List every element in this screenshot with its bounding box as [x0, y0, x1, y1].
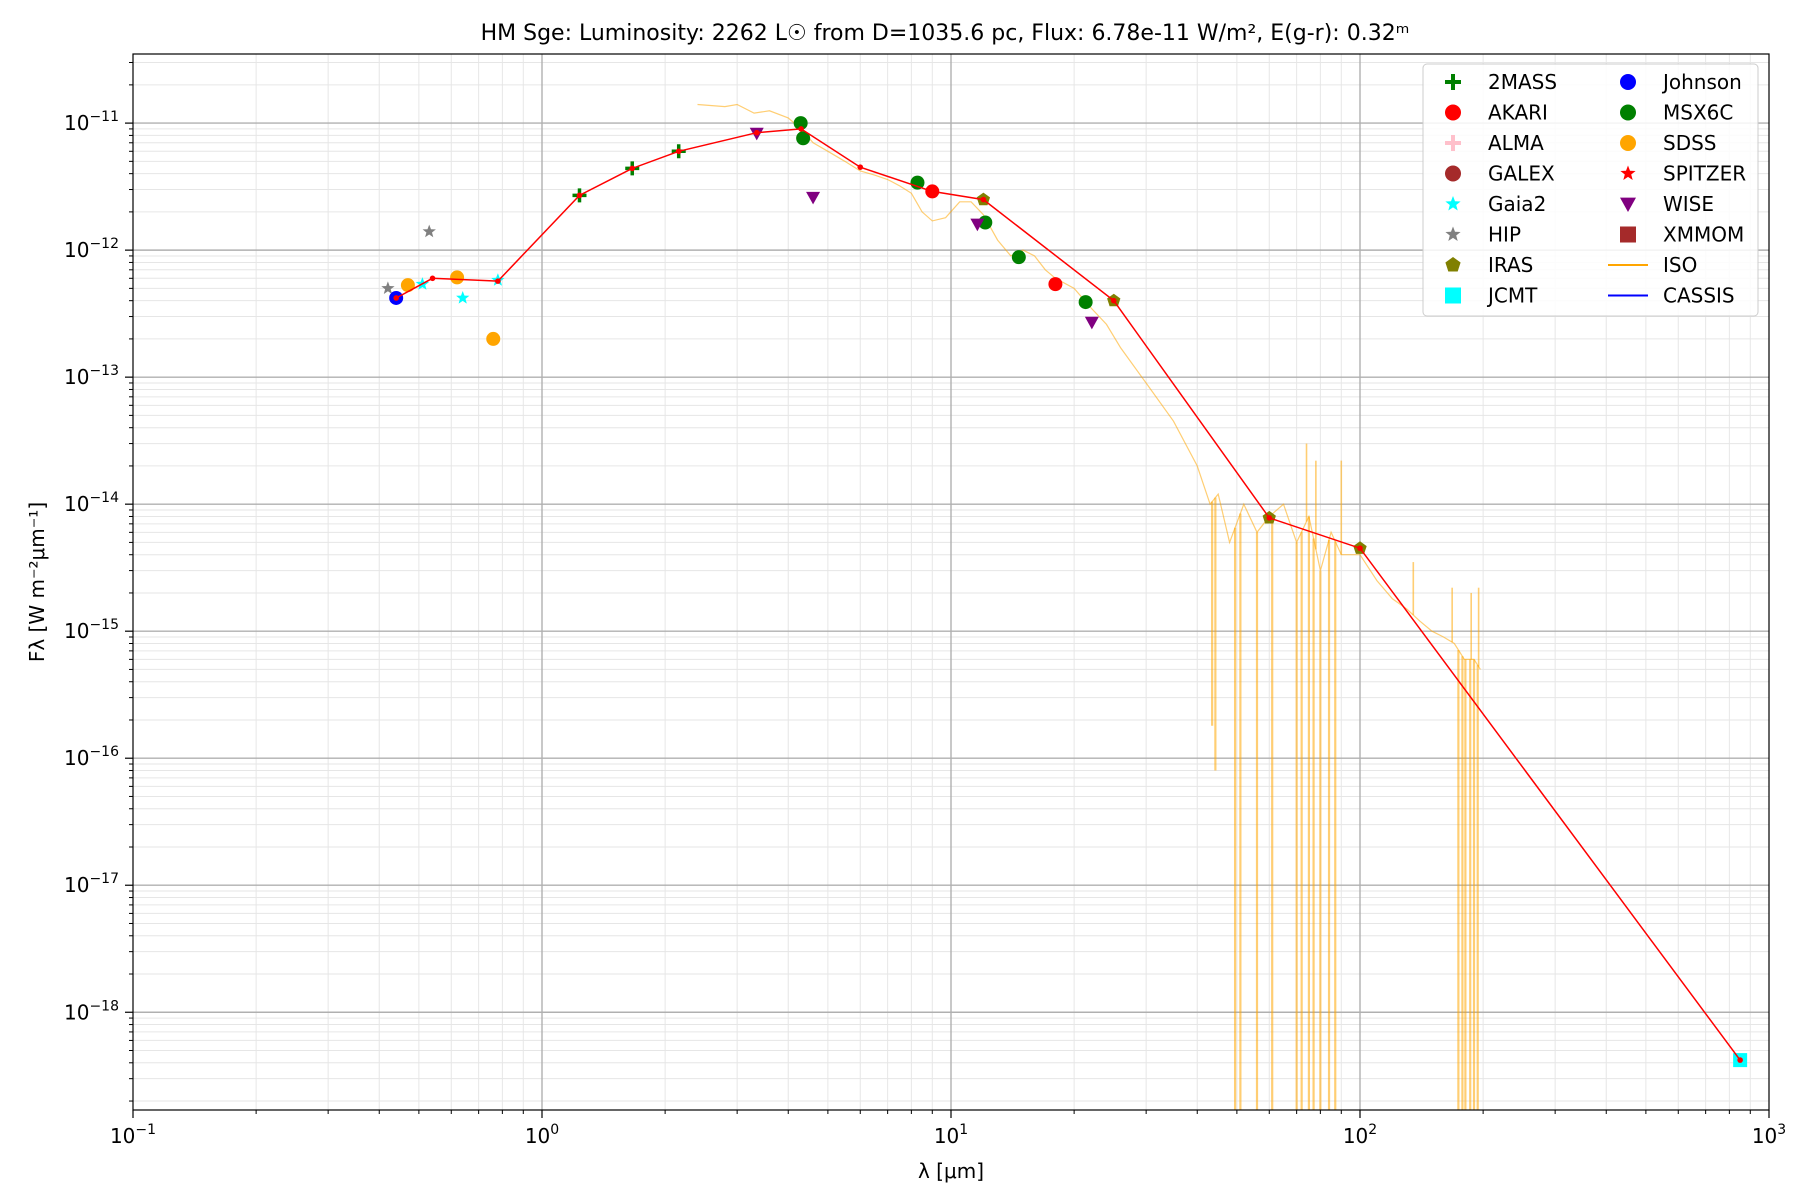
- y-tick-label: 10−15: [64, 617, 119, 643]
- legend-marker-jcmt: [1445, 287, 1461, 304]
- chart-title: HM Sge: Luminosity: 2262 L☉ from D=1035.…: [481, 21, 1410, 46]
- iso-spectrum-line: [697, 103, 1481, 670]
- legend-marker-hip: [1445, 226, 1461, 241]
- x-tick-label: 100: [525, 1122, 559, 1148]
- y-axis-label: Fλ [W m⁻²μm⁻¹]: [25, 502, 49, 662]
- legend-label: WISE: [1663, 192, 1714, 216]
- data-point-spitzer: [980, 196, 987, 203]
- data-point-msx6c: [910, 175, 925, 190]
- legend-marker-iras: [1445, 257, 1461, 272]
- legend-marker-alma: [1445, 135, 1461, 151]
- data-point-msx6c: [1011, 250, 1026, 265]
- data-point-spitzer: [798, 126, 804, 132]
- legend-label: XMMOM: [1663, 223, 1744, 247]
- legend-label: ISO: [1663, 253, 1697, 277]
- x-axis-label: λ [μm]: [918, 1159, 984, 1183]
- legend-label: 2MASS: [1488, 70, 1557, 94]
- data-point-akari: [1048, 277, 1063, 292]
- y-axis: 10−18 10−17 10−16 10−15 10−14 10−13 10−12 10−11: [64, 62, 133, 1102]
- legend-marker-msx6c: [1620, 104, 1636, 121]
- x-tick-label: 103: [1752, 1122, 1786, 1148]
- x-tick-label: 101: [934, 1122, 968, 1148]
- y-tick-label: 10−11: [64, 109, 119, 135]
- legend: 2MASS AKARI ALMA GALEX Gaia2 HIP IRAS JCMT Johns…: [1422, 63, 1759, 317]
- data-point-spitzer: [1737, 1057, 1743, 1063]
- legend-marker-akari: [1445, 104, 1461, 121]
- legend-label: ALMA: [1488, 131, 1544, 155]
- x-axis: 10−1 100 101 102 103: [110, 1110, 1786, 1148]
- legend-box: [1422, 63, 1759, 317]
- iso-spectrum: [697, 103, 1481, 1110]
- data-point-msx6c: [793, 116, 808, 131]
- legend-label: CASSIS: [1663, 284, 1735, 308]
- data-point-spitzer: [629, 165, 636, 172]
- data-point-gaia2: [456, 291, 470, 304]
- data-point-spitzer: [929, 188, 936, 195]
- data-point-hip: [381, 281, 395, 294]
- data-point-spitzer: [753, 129, 760, 136]
- legend-label: Gaia2: [1488, 192, 1546, 216]
- data-point-sdss: [450, 270, 465, 285]
- x-tick-label: 102: [1343, 1122, 1377, 1148]
- y-tick-label: 10−14: [64, 490, 119, 516]
- data-point-spitzer: [675, 148, 682, 155]
- data-point-spitzer: [1357, 545, 1363, 552]
- data-point-wise: [970, 218, 985, 232]
- data-point-msx6c: [1078, 295, 1093, 310]
- legend-marker-johnson: [1620, 74, 1636, 90]
- data-point-spitzer: [857, 164, 864, 170]
- legend-label: HIP: [1488, 223, 1521, 247]
- data-point-sdss: [486, 331, 501, 346]
- legend-marker-xmmom: [1620, 226, 1636, 243]
- data-point-sdss: [400, 278, 415, 293]
- legend-label: Johnson: [1661, 70, 1742, 94]
- data-point-hip: [422, 224, 436, 238]
- y-tick-label: 10−12: [64, 236, 119, 262]
- data-point-wise: [806, 191, 821, 205]
- legend-marker-spitzer: [1620, 165, 1636, 180]
- x-tick-label: 10−1: [110, 1122, 156, 1148]
- legend-label: MSX6C: [1663, 101, 1733, 125]
- legend-label: IRAS: [1488, 253, 1533, 277]
- data-point-spitzer: [576, 192, 583, 199]
- legend-marker-wise: [1620, 197, 1636, 212]
- sed-line: [393, 126, 1743, 1063]
- y-tick-label: 10−17: [64, 871, 119, 897]
- data-point-spitzer: [495, 278, 501, 284]
- legend-label: AKARI: [1488, 101, 1548, 125]
- y-tick-label: 10−18: [64, 998, 119, 1024]
- data-point-msx6c: [796, 131, 811, 146]
- legend-label: GALEX: [1488, 162, 1555, 186]
- y-tick-label: 10−13: [64, 363, 119, 389]
- legend-label: SDSS: [1663, 131, 1717, 155]
- legend-marker-galex: [1445, 165, 1461, 182]
- data-point-wise: [1084, 316, 1099, 330]
- data-point-spitzer: [429, 275, 436, 282]
- data-point-spitzer: [1266, 515, 1273, 521]
- legend-marker-sdss: [1620, 135, 1636, 151]
- legend-marker-2mass: [1445, 74, 1461, 90]
- y-tick-label: 10−16: [64, 744, 119, 770]
- legend-label: JCMT: [1486, 284, 1538, 308]
- data-point-spitzer: [393, 295, 399, 301]
- legend-label: SPITZER: [1663, 162, 1746, 186]
- data-point-spitzer: [1110, 297, 1117, 304]
- legend-marker-gaia2: [1445, 196, 1461, 211]
